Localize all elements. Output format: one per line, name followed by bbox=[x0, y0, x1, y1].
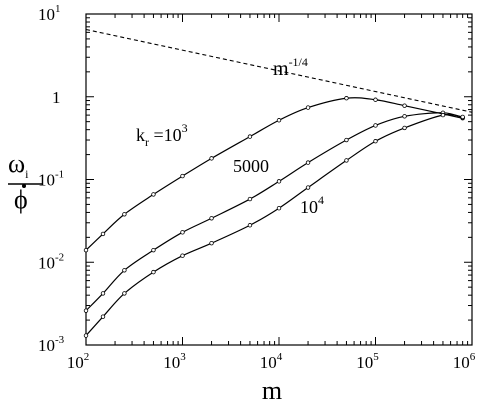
data-point bbox=[344, 137, 349, 143]
data-point bbox=[122, 268, 127, 273]
data-point bbox=[100, 231, 106, 237]
x-tick-labels: 102 103 104 105 106 bbox=[67, 351, 476, 372]
data-point bbox=[247, 223, 253, 228]
data-point bbox=[373, 97, 378, 102]
x-tick-label: 106 bbox=[453, 351, 476, 372]
reference-line-m-neg-quarter bbox=[85, 28, 473, 113]
data-point bbox=[151, 247, 156, 253]
y-tick-label: 1 bbox=[52, 88, 61, 107]
data-point bbox=[460, 114, 465, 120]
data-point bbox=[276, 118, 282, 123]
data-point bbox=[100, 314, 106, 319]
series-group bbox=[83, 96, 465, 338]
data-point bbox=[247, 134, 253, 139]
annotation-5000: 5000 bbox=[233, 156, 269, 176]
y-tick-label: 10-2 bbox=[38, 251, 64, 272]
annotation-kr-1e3: kr =103 bbox=[136, 121, 188, 149]
y-axis-label-denominator: ϕ bbox=[14, 185, 28, 214]
y-tick-label: 101 bbox=[38, 3, 61, 24]
annotation-m-power: m-1/4 bbox=[273, 55, 308, 80]
data-point bbox=[100, 291, 106, 296]
data-point bbox=[151, 192, 156, 197]
data-point bbox=[373, 139, 378, 144]
data-point bbox=[305, 160, 311, 165]
x-tick-label: 104 bbox=[260, 351, 283, 372]
series-line-1 bbox=[85, 97, 463, 251]
series-line-2 bbox=[85, 112, 463, 312]
x-axis-label: m bbox=[262, 376, 282, 405]
data-point bbox=[305, 185, 311, 190]
data-point bbox=[180, 173, 185, 179]
data-point bbox=[373, 123, 378, 128]
data-point bbox=[83, 247, 89, 253]
data-point bbox=[83, 308, 89, 313]
data-point bbox=[440, 112, 446, 118]
data-point bbox=[276, 179, 282, 184]
data-point bbox=[305, 105, 311, 110]
y-axis-label-numerator: ωi bbox=[8, 149, 29, 181]
data-point bbox=[402, 103, 407, 108]
x-tick-label: 105 bbox=[356, 351, 379, 372]
data-point bbox=[344, 96, 349, 101]
axis-ticks bbox=[85, 14, 472, 346]
data-point bbox=[402, 125, 407, 131]
data-point bbox=[180, 253, 185, 258]
x-tick-label: 103 bbox=[163, 351, 186, 372]
data-point bbox=[209, 240, 214, 246]
data-point bbox=[83, 333, 89, 338]
y-tick-labels: 10-3 10-2 10-1 1 101 bbox=[38, 3, 65, 355]
data-point bbox=[122, 291, 127, 296]
x-tick-label: 102 bbox=[67, 351, 90, 372]
data-point bbox=[122, 212, 127, 217]
y-axis-label: ωi ϕ bbox=[8, 149, 42, 214]
y-tick-label: 10-1 bbox=[38, 169, 64, 190]
data-point bbox=[402, 114, 407, 119]
data-point bbox=[151, 269, 156, 275]
data-point bbox=[209, 156, 214, 161]
y-axis-label-dot bbox=[22, 184, 26, 188]
data-point bbox=[209, 216, 214, 221]
data-point bbox=[180, 230, 185, 235]
data-point bbox=[276, 205, 282, 211]
series-line-3 bbox=[85, 113, 463, 336]
y-tick-label: 10-3 bbox=[38, 334, 65, 355]
data-point bbox=[344, 158, 349, 163]
annotation-1e4: 104 bbox=[300, 193, 324, 217]
data-point bbox=[247, 196, 253, 202]
